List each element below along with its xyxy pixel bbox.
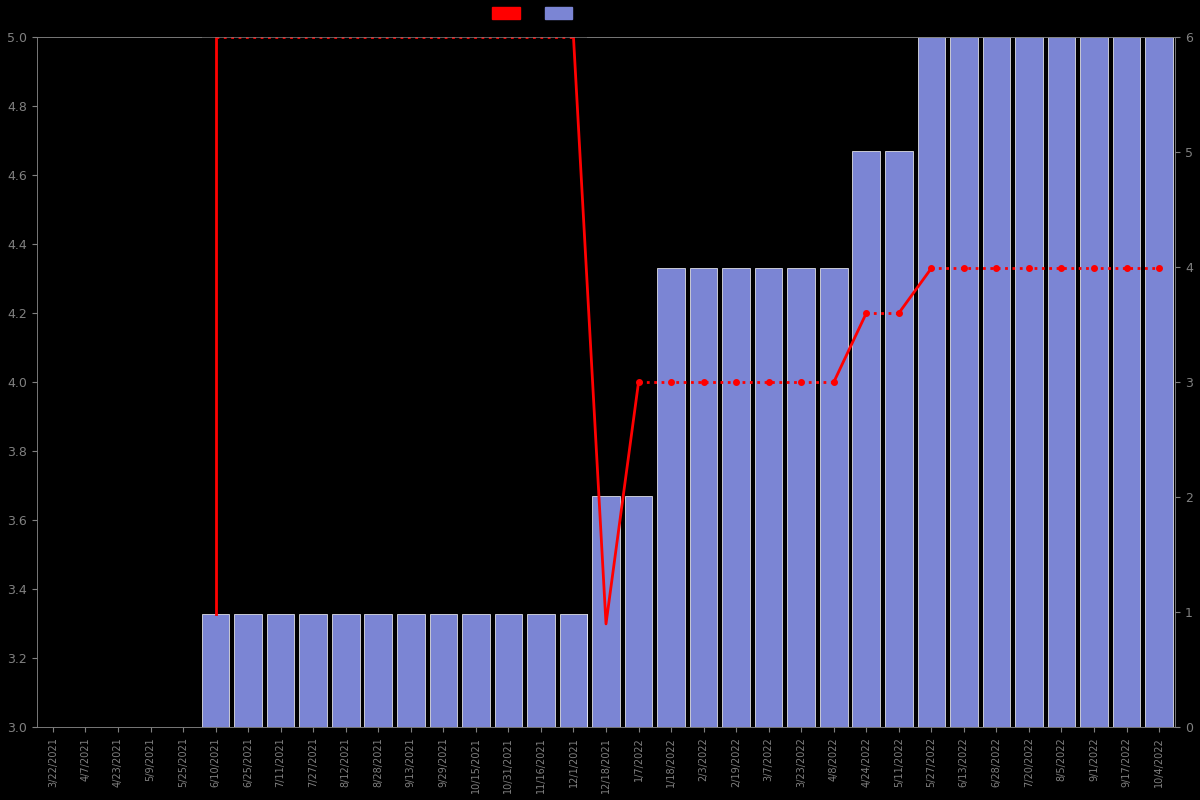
Bar [755,268,782,727]
Bar [299,614,328,727]
Bar [690,268,718,727]
Legend: , : , [487,2,588,25]
Bar [658,268,685,727]
Bar [397,614,425,727]
Bar [983,37,1010,727]
Bar [559,614,587,727]
Bar [365,614,392,727]
Bar [527,614,554,727]
Bar [234,614,262,727]
Bar [559,614,587,727]
Bar [852,151,880,727]
Bar [202,614,229,727]
Bar [462,614,490,727]
Bar [1015,37,1043,727]
Bar [494,614,522,727]
Bar [430,614,457,727]
Bar [592,496,620,727]
Bar [918,37,946,727]
Bar [462,614,490,727]
Bar [332,614,360,727]
Bar [1048,37,1075,727]
Bar [625,496,653,727]
Bar [202,614,229,727]
Bar [494,614,522,727]
Bar [397,614,425,727]
Bar [1080,37,1108,727]
Bar [332,614,360,727]
Bar [950,37,978,727]
Bar [1145,37,1172,727]
Bar [820,268,847,727]
Bar [722,268,750,727]
Bar [266,614,294,727]
Bar [299,614,328,727]
Bar [787,268,815,727]
Bar [1112,37,1140,727]
Bar [234,614,262,727]
Bar [202,37,587,727]
Bar [884,151,913,727]
Bar [266,614,294,727]
Bar [527,614,554,727]
Bar [430,614,457,727]
Bar [365,614,392,727]
